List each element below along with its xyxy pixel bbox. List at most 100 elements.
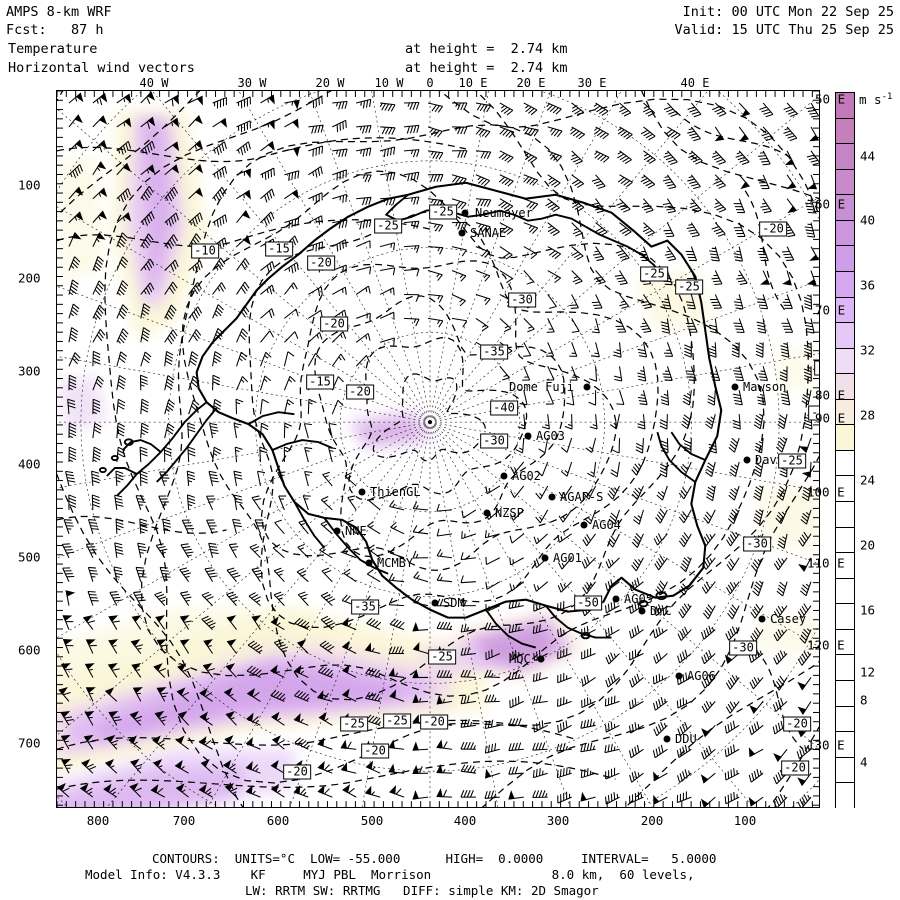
contour-value-label: -20 [283,764,311,780]
station-label: DmC [650,604,672,618]
colorbar-cell [836,553,854,579]
y-axis-tick: 600 [18,642,41,658]
colorbar-cell [836,169,854,196]
contour-value-label: -20 [420,714,448,730]
station-label: MQC [509,652,531,666]
field-2-height: at height = 2.74 km [405,60,568,76]
top-lon-tick: 10 E [458,76,488,90]
right-lon-tick: 100 E [807,484,845,500]
colorbar-cell [836,527,854,554]
model-info: Model Info: V4.3.3 KF MYJ PBL Morrison 8… [85,867,695,882]
colorbar-cell [836,297,854,324]
contour-value-label: -20 [781,760,809,776]
y-axis-tick: 500 [18,549,41,565]
top-lon-tick: 0 [426,76,434,90]
station-label: Mawson [743,380,787,394]
station-marker [731,383,739,391]
contour-value-label: -15 [265,241,293,257]
right-lon-tick: 120 E [807,637,845,653]
colorbar-cell [836,476,854,502]
colorbar-cell [836,732,854,758]
map-plot-area[interactable]: Neumayer SANAE Dome Fuji Mawson Davis Casey AG… [56,90,820,808]
station-marker [333,527,341,535]
contour-value-label: -25 [778,453,806,469]
station-label: Dome Fuji [509,380,575,394]
model-title: AMPS 8-km WRF [6,4,112,20]
wind-speed-colorbar[interactable] [835,92,855,809]
colorbar-cell [836,195,854,221]
colorbar-cell [836,757,854,784]
contour-value-label: -20 [361,743,389,759]
station-label: NZSP [495,506,524,520]
colorbar-cell [836,450,854,477]
top-lon-tick: 10 W [374,76,404,90]
init-time: Init: 00 UTC Mon 22 Sep 25 [682,4,894,20]
field-2-label: Horizontal wind vectors [8,60,195,76]
station-marker [524,432,532,440]
station-marker [580,521,588,529]
station-label: Neumayer [475,206,533,220]
colorbar-unit-base: m s [859,92,882,108]
station-marker [663,735,671,743]
station-label: AG05 [624,592,653,606]
colorbar-cell [836,706,854,733]
field-1-label: Temperature [8,41,98,57]
contour-value-label: -25 [428,649,456,665]
contour-value-label: -25 [640,266,668,282]
contour-value-label: -25 [374,218,402,234]
top-lon-tick: 20 E [516,76,546,90]
station-label: SANAE [470,226,507,240]
station-label: DDU [675,732,697,746]
contour-value-label: -20 [783,716,811,732]
colorbar-cell [836,374,854,400]
top-lon-tick: 40 E [680,76,710,90]
station-marker [758,615,766,623]
contour-value-label: -25 [429,204,457,220]
station-label: NNE [345,524,367,538]
contour-value-label: -35 [351,599,379,615]
station-marker [461,209,469,217]
contour-value-label: -50 [574,595,602,611]
station-marker [583,383,591,391]
station-marker [358,488,366,496]
top-lon-tick: 20 W [315,76,345,90]
colorbar-cell [836,93,854,119]
contour-value-label: -25 [383,713,411,729]
x-axis-tick: 700 [172,813,196,828]
contour-value-label: -25 [675,279,703,295]
colorbar-tick: 8 [860,692,868,708]
colorbar-tick: 32 [860,342,876,358]
station-marker [675,672,683,680]
colorbar-cell [836,246,854,272]
colorbar-cell [836,271,854,298]
contour-value-label: -20 [346,384,374,400]
top-lon-tick: 40 W [139,76,169,90]
contour-value-label: -25 [340,716,368,732]
station-marker [541,554,549,562]
colorbar-cell [836,578,854,605]
physics-info: LW: RRTM SW: RRTMG DIFF: simple KM: 2D S… [245,883,599,898]
station-marker [365,559,373,567]
top-lon-tick: 30 W [237,76,267,90]
station-marker [638,607,646,615]
colorbar-tick: 40 [860,212,876,228]
station-marker [743,456,751,464]
colorbar-cell [836,144,854,170]
right-lon-tick: 60 E [815,196,846,212]
station-marker [548,493,556,501]
x-axis-tick: 400 [453,813,477,828]
contour-value-label: -30 [480,433,508,449]
contour-value-label: -15 [306,374,334,390]
y-axis-tick: 300 [18,363,41,379]
colorbar-cell [836,680,854,707]
station-label: AG02 [512,469,541,483]
station-label: SDM [443,596,465,610]
colorbar-cell [836,323,854,349]
contour-value-label: -40 [490,400,518,416]
station-label: MCMBY [377,556,414,570]
contour-value-label: -10 [191,243,219,259]
right-lon-tick: 80 E [815,387,846,403]
station-marker [537,655,545,663]
colorbar-tick: 12 [860,664,876,680]
colorbar-cell [836,425,854,451]
